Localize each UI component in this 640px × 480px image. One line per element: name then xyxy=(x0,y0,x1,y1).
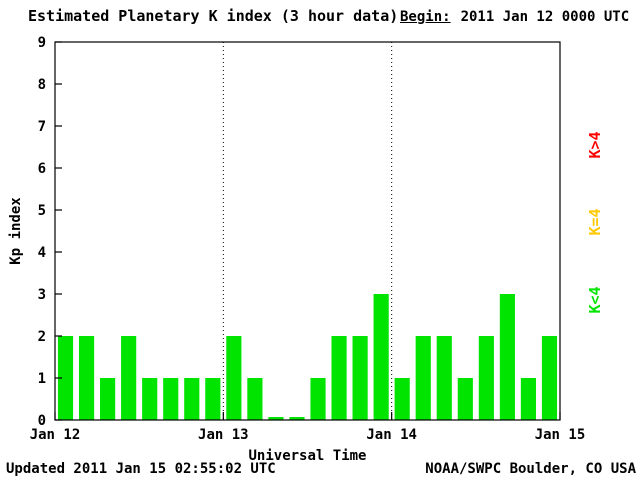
kp-bar xyxy=(100,378,116,420)
begin-block: Begin: 2011 Jan 12 0000 UTC xyxy=(400,9,629,25)
kp-bar xyxy=(310,378,326,420)
kp-bar xyxy=(520,378,537,420)
updated-timestamp: Updated 2011 Jan 15 02:55:02 UTC xyxy=(6,461,276,477)
kp-bar xyxy=(415,336,431,420)
kp-bar xyxy=(394,378,410,420)
legend-label-K4: K>4 xyxy=(586,131,604,158)
kp-bar xyxy=(226,336,242,420)
kp-bar xyxy=(457,378,473,420)
kp-bar xyxy=(352,336,368,420)
kp-bar xyxy=(478,336,494,420)
kp-bar xyxy=(436,336,452,420)
kp-bar xyxy=(121,336,137,420)
legend-label-K4: K<4 xyxy=(586,286,604,313)
y-tick-label: 7 xyxy=(38,119,46,135)
begin-label: Begin: xyxy=(400,9,451,25)
legend-label-K4: K=4 xyxy=(586,208,604,235)
y-tick-label: 0 xyxy=(38,413,46,429)
kp-bar xyxy=(78,336,95,420)
kp-bar-plot: 0 1 2 3 4 5 6 7 8 9 Jan 12 Jan 13 Jan 14 Jan 15 Univer… xyxy=(8,35,604,460)
kp-bar xyxy=(57,336,74,420)
x-tick-label: Jan 12 xyxy=(30,427,81,443)
y-tick-label: 3 xyxy=(38,287,46,303)
begin-value: 2011 Jan 12 0000 UTC xyxy=(460,9,630,25)
y-tick-label: 4 xyxy=(38,245,46,261)
kp-bar xyxy=(289,417,305,420)
kp-bar xyxy=(268,417,284,420)
x-axis-label: Universal Time xyxy=(248,448,366,460)
y-tick-label: 8 xyxy=(38,77,46,93)
y-tick-label: 2 xyxy=(38,329,46,345)
kp-bar xyxy=(247,378,263,420)
x-tick-label: Jan 14 xyxy=(366,427,417,443)
y-tick-label: 6 xyxy=(38,161,46,177)
kp-bar xyxy=(142,378,158,420)
x-tick-label: Jan 15 xyxy=(535,427,586,443)
y-tick-label: 1 xyxy=(38,371,46,387)
x-tick-label: Jan 13 xyxy=(198,427,249,443)
y-tick-label: 9 xyxy=(38,35,46,51)
y-axis-label: Kp index xyxy=(8,197,24,265)
kp-bar xyxy=(373,294,389,420)
kp-bar xyxy=(499,294,515,420)
source-credit: NOAA/SWPC Boulder, CO USA xyxy=(425,461,636,477)
plot-frame xyxy=(54,41,561,421)
kp-bar xyxy=(331,336,347,420)
kp-bar xyxy=(205,378,221,420)
chart-title: Estimated Planetary K index (3 hour data… xyxy=(28,7,399,25)
y-tick-label: 5 xyxy=(38,203,46,219)
kp-bar xyxy=(163,378,179,420)
kp-bar xyxy=(541,336,558,420)
kp-bar xyxy=(184,378,200,420)
